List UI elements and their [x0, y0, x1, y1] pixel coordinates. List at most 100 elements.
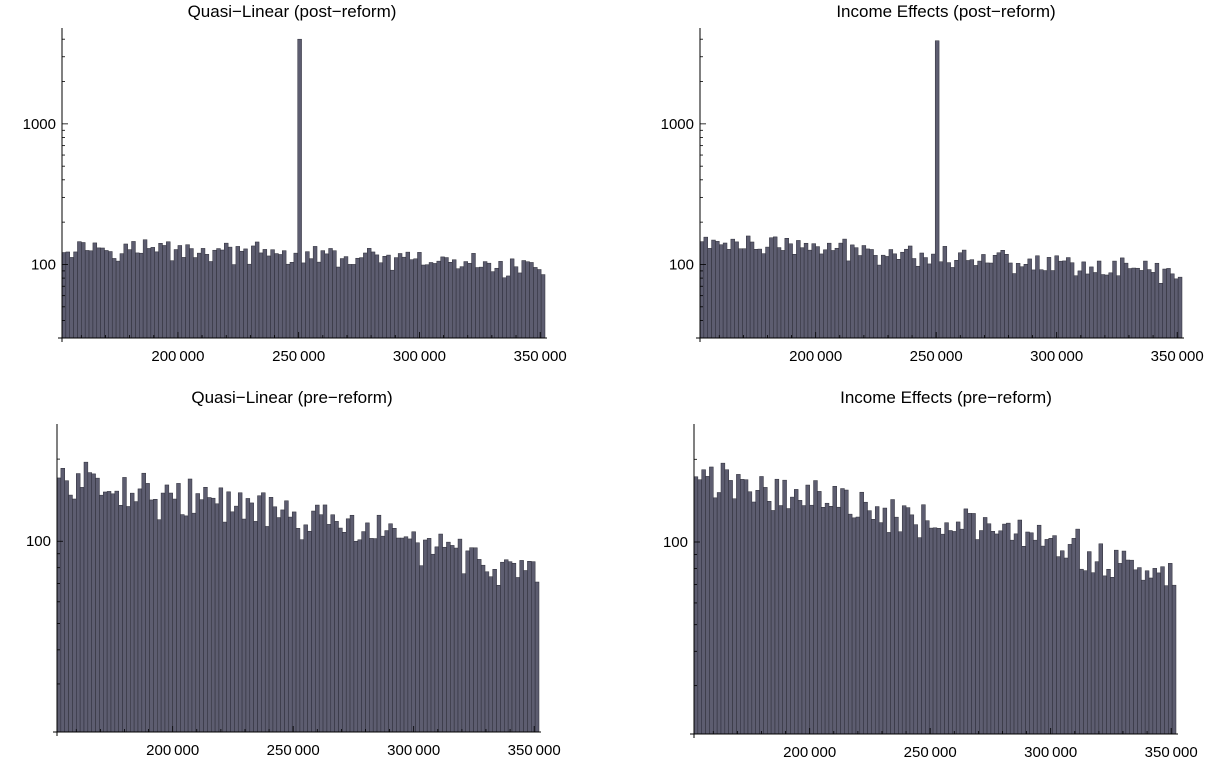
histogram-bar: [345, 518, 351, 733]
histogram-bar: [519, 560, 524, 733]
histogram-bar: [461, 573, 466, 733]
histogram-bar: [994, 533, 999, 735]
x-tick-label: 350 000: [514, 348, 567, 365]
histogram-bar: [355, 257, 360, 339]
histogram-bar: [759, 476, 764, 735]
histogram-bar: [421, 264, 426, 339]
histogram-bar: [778, 505, 783, 735]
histogram-bar: [261, 492, 266, 733]
histogram-bar: [1090, 572, 1096, 735]
histogram-bar: [850, 244, 855, 339]
histogram-bar: [1174, 278, 1179, 339]
histogram-bar: [189, 248, 194, 339]
histogram-bar: [1133, 569, 1138, 735]
histogram-bar: [905, 507, 911, 735]
histogram-bar: [726, 249, 732, 339]
histogram-bar: [817, 491, 822, 735]
histogram-bar: [990, 531, 996, 735]
y-tick-label: 100: [31, 256, 56, 273]
histogram-bar: [838, 242, 843, 339]
histogram-bar: [394, 257, 399, 339]
histogram-bar: [1023, 264, 1029, 339]
histogram-bar: [1052, 535, 1057, 735]
histogram-bar: [118, 505, 123, 733]
histogram-bar: [1168, 563, 1173, 735]
histogram-bar: [1012, 273, 1017, 339]
histogram-bar: [1098, 543, 1103, 735]
histogram-bar: [91, 473, 96, 733]
histogram-bar: [1094, 561, 1100, 735]
histogram-bar: [293, 252, 298, 339]
histogram-bar: [747, 491, 753, 735]
histogram-bar: [823, 249, 828, 339]
histogram-bar: [123, 243, 128, 339]
histogram-bar: [312, 246, 318, 339]
histogram-bar: [469, 547, 474, 733]
histogram-bar: [513, 266, 519, 339]
histogram-bar: [961, 249, 967, 339]
histogram-bar: [401, 256, 407, 339]
histogram-bar: [442, 546, 447, 733]
histogram-bar: [299, 539, 305, 733]
histogram-bar: [1093, 272, 1098, 339]
histogram-bar: [1166, 268, 1171, 339]
histogram-bar: [540, 274, 546, 339]
histogram-bar: [753, 249, 759, 339]
histogram-bar: [83, 461, 89, 733]
histogram-bar: [1039, 269, 1044, 339]
histogram-bar: [334, 521, 339, 733]
histogram-bar: [701, 469, 706, 735]
histogram-bar: [751, 501, 756, 735]
histogram-bar: [1116, 275, 1121, 339]
bars: [693, 462, 1177, 735]
x-tick-label: 300 000: [387, 742, 440, 759]
chart-title: Quasi−Linear (pre−reform): [191, 388, 393, 407]
histogram-bar: [195, 493, 200, 733]
histogram-bar: [896, 259, 901, 339]
histogram-bar: [1160, 566, 1165, 735]
histogram-bar: [436, 260, 441, 339]
histogram-bar: [986, 523, 992, 735]
histogram-bar: [776, 247, 782, 339]
histogram-bar: [249, 502, 254, 733]
histogram-bar: [697, 479, 702, 735]
histogram-bar: [131, 241, 136, 339]
histogram-bar: [494, 267, 499, 339]
histogram-bar: [836, 506, 841, 735]
histogram-bar: [1077, 270, 1083, 339]
histogram-bar: [301, 262, 306, 339]
histogram-bar: [1025, 531, 1030, 735]
histogram-bar: [805, 484, 810, 735]
histogram-bar: [88, 250, 94, 339]
histogram-bar: [473, 547, 478, 733]
histogram-bar: [1139, 270, 1144, 339]
histogram-bar: [940, 533, 945, 735]
histogram-bar: [330, 514, 335, 733]
histogram-bar: [1125, 559, 1130, 735]
histogram-bar: [1050, 270, 1056, 339]
histogram-bar: [1135, 267, 1140, 339]
histogram-bar: [222, 521, 227, 733]
histogram-bar: [207, 497, 212, 733]
histogram-bar: [873, 255, 878, 339]
histogram-bar: [1102, 575, 1107, 735]
histogram-bar: [944, 522, 949, 735]
histogram-bar: [492, 569, 497, 733]
histogram-bar: [728, 480, 733, 735]
histogram-bar: [339, 258, 345, 339]
histogram-bar: [204, 254, 210, 339]
histogram-bar: [1054, 255, 1059, 339]
histogram-bar: [434, 546, 440, 733]
histogram-bar: [537, 269, 542, 339]
x-ticks: [718, 332, 1178, 338]
x-tick-label: 350 000: [1151, 348, 1204, 365]
histogram-bar: [247, 263, 252, 339]
histogram-bar: [863, 501, 868, 735]
histogram-bar: [967, 513, 972, 735]
x-tick-label: 200 000: [789, 348, 842, 365]
histogram-bar: [191, 512, 197, 733]
histogram-bar: [1033, 539, 1038, 735]
histogram-plot: 100 1000 200 000 250 000 300 000 350 000: [661, 28, 1204, 365]
histogram-bar: [1108, 272, 1113, 339]
histogram-bar: [268, 497, 274, 733]
